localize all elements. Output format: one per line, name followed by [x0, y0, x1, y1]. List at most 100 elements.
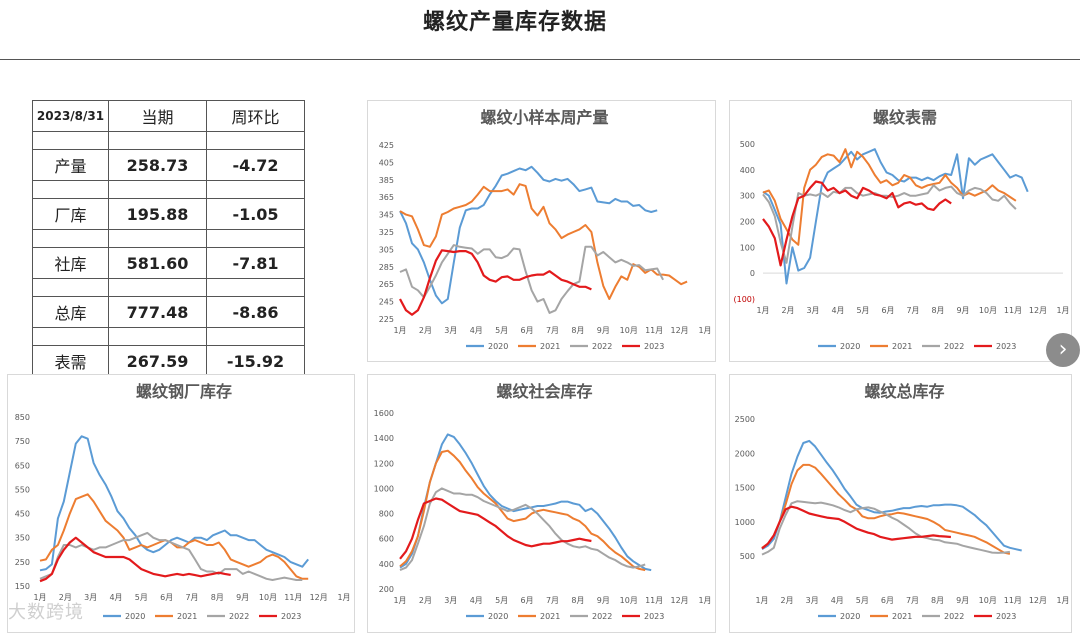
series-line-2022: [39, 531, 303, 581]
x-tick-label: 4月: [831, 306, 844, 315]
chart-panel-social-inventory: 螺纹社会库存 1600 1400 1200 1000 800 600 400 200 1月 2月 3月…: [367, 374, 716, 633]
x-tick-label: 2月: [781, 596, 794, 605]
x-tick-label: 4月: [470, 596, 483, 605]
series-line-2020: [761, 439, 1022, 552]
x-tick-label: 12月: [1029, 306, 1047, 315]
legend-label: 2020: [840, 342, 860, 351]
chart-panel-production: 螺纹小样本周产量 425 405 385 365 345 325 305 285 265 245 22…: [367, 100, 716, 362]
table-row: 社库 581.60 -7.81: [32, 247, 305, 279]
x-tick-label: 12月: [670, 326, 688, 335]
y-tick-label: 1500: [735, 484, 755, 493]
x-tick-label: 5月: [856, 596, 869, 605]
y-tick-label: 305: [379, 245, 394, 254]
x-tick-label: 3月: [444, 326, 457, 335]
y-tick-label: 850: [15, 413, 30, 422]
chart-title: 螺纹社会库存: [496, 382, 592, 401]
x-tick-label: 1月: [337, 593, 350, 602]
table-row: 表需 267.59 -15.92: [32, 345, 305, 377]
column-header-wow: 周环比: [206, 100, 305, 132]
y-tick-label: 350: [15, 534, 30, 543]
legend-label: 2022: [592, 612, 612, 621]
x-tick-label: 1月: [393, 326, 406, 335]
series-line-2021: [39, 493, 309, 580]
x-tick-label: 7月: [546, 596, 559, 605]
y-tick-label: 385: [379, 176, 394, 185]
x-tick-label: 8月: [931, 306, 944, 315]
y-tick-label: 225: [379, 315, 394, 324]
x-tick-label: 4月: [470, 326, 483, 335]
y-tick-label: 1200: [374, 459, 394, 468]
x-tick-label: 3月: [806, 306, 819, 315]
x-tick-label: 5月: [495, 326, 508, 335]
row-label: 厂库: [32, 198, 109, 230]
row-current-value: 267.59: [108, 345, 207, 377]
x-tick-label: 2月: [419, 326, 432, 335]
summary-table: 2023/8/31 当期 周环比 产量 258.73 -4.72 厂库 195.…: [32, 100, 305, 377]
legend-label: 2020: [488, 612, 508, 621]
legend-label: 2021: [892, 612, 912, 621]
series-line-2020: [39, 435, 309, 572]
legend-label: 2022: [229, 612, 249, 621]
legend-label: 2021: [177, 612, 197, 621]
legend-label: 2023: [996, 342, 1016, 351]
x-tick-label: 2月: [419, 596, 432, 605]
x-tick-label: 5月: [135, 593, 148, 602]
y-tick-label: 285: [379, 263, 394, 272]
x-tick-label: 6月: [521, 326, 534, 335]
y-tick-label: 750: [15, 437, 30, 446]
watermark: 大数跨境: [8, 602, 84, 623]
series-line-2023: [761, 505, 951, 550]
chart-panel-demand: 螺纹表需 500 400 300 200 100 0 (100) 1月 2月 3月 4月 5月 6月 7月 8…: [729, 100, 1072, 362]
x-tick-label: 6月: [160, 593, 173, 602]
series-line-2023: [762, 180, 952, 267]
y-tick-label: (100): [733, 295, 755, 304]
x-tick-label: 12月: [670, 596, 688, 605]
y-tick-label: 425: [379, 141, 394, 150]
y-tick-label: 365: [379, 193, 394, 202]
series-line-2020: [399, 165, 658, 305]
x-tick-label: 3月: [444, 596, 457, 605]
y-tick-label: 150: [15, 582, 30, 591]
row-current-value: 777.48: [108, 296, 207, 328]
chart-title: 螺纹表需: [873, 108, 937, 127]
x-tick-label: 9月: [956, 596, 969, 605]
y-tick-label: 1600: [374, 409, 394, 418]
y-tick-label: 0: [750, 269, 755, 278]
x-tick-label: 6月: [521, 596, 534, 605]
legend-label: 2020: [488, 342, 508, 351]
series-line-2021: [762, 148, 1017, 246]
x-tick-label: 6月: [881, 596, 894, 605]
y-tick-label: 200: [740, 218, 755, 227]
next-slide-button[interactable]: ›: [1046, 333, 1080, 367]
y-tick-label: 300: [740, 192, 755, 201]
x-tick-label: 1月: [698, 596, 711, 605]
x-tick-label: 7月: [546, 326, 559, 335]
x-tick-label: 8月: [571, 326, 584, 335]
series-line-2021: [399, 183, 688, 300]
chevron-right-icon: ›: [1058, 337, 1068, 362]
row-wow-value: -8.86: [206, 296, 305, 328]
legend-label: 2022: [592, 342, 612, 351]
legend-label: 2023: [281, 612, 301, 621]
x-tick-label: 5月: [856, 306, 869, 315]
x-tick-label: 2月: [59, 593, 72, 602]
y-tick-label: 800: [379, 510, 394, 519]
table-row: 厂库 195.88 -1.05: [32, 198, 305, 230]
y-tick-label: 2000: [735, 449, 755, 458]
x-tick-label: 7月: [906, 306, 919, 315]
series-line-2020: [399, 433, 652, 572]
y-tick-label: 500: [740, 140, 755, 149]
row-wow-value: -15.92: [206, 345, 305, 377]
x-tick-label: 10月: [979, 596, 997, 605]
x-tick-label: 1月: [755, 596, 768, 605]
x-tick-label: 1月: [1056, 306, 1069, 315]
x-tick-label: 2月: [781, 306, 794, 315]
legend-label: 2023: [644, 342, 664, 351]
row-current-value: 258.73: [108, 149, 207, 181]
x-tick-label: 10月: [620, 596, 638, 605]
x-tick-label: 3月: [84, 593, 97, 602]
legend-label: 2023: [644, 612, 664, 621]
x-tick-label: 4月: [109, 593, 122, 602]
x-tick-label: 3月: [806, 596, 819, 605]
